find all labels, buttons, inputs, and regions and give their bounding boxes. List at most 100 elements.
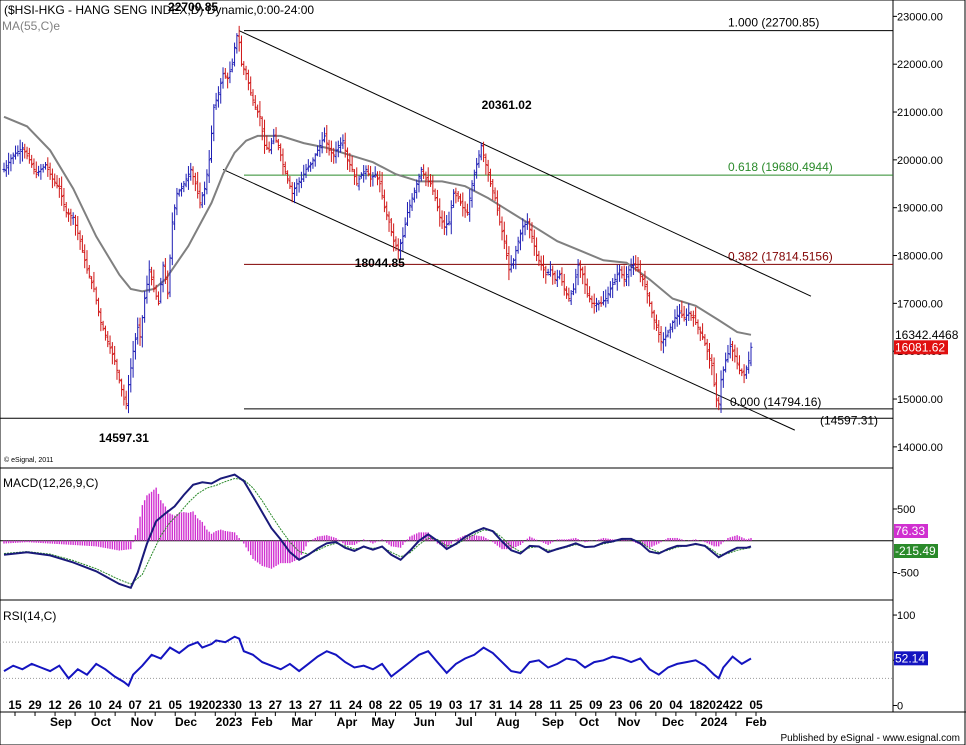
ohlc-bar (9, 154, 13, 172)
ohlc-bar (719, 370, 723, 413)
ohlc-bar (297, 177, 301, 193)
x-date-label: 05 (169, 698, 183, 712)
ohlc-bar (39, 164, 43, 180)
x-month-label: Dec (662, 715, 684, 729)
ohlc-bar (226, 72, 230, 89)
ohlc-bar (129, 358, 133, 393)
ohlc-bar (133, 333, 137, 360)
ohlc-bar (322, 127, 326, 143)
ohlc-bar (214, 92, 218, 110)
ohlc-bar (500, 216, 504, 241)
ohlc-bar (2, 162, 6, 173)
ohlc-bar (509, 255, 513, 273)
ohlc-bar (613, 273, 617, 285)
ohlc-bar (318, 139, 322, 157)
ohlc-bar (320, 132, 324, 154)
ohlc-bar (34, 161, 38, 179)
x-month-label: Nov (131, 715, 154, 729)
ohlc-bar (332, 147, 336, 164)
ohlc-bar (438, 198, 442, 227)
ohlc-bar (110, 342, 114, 365)
ohlc-bar (516, 236, 520, 254)
ohlc-bar (523, 221, 527, 236)
ohlc-bar (210, 125, 213, 163)
x-date-label: 15 (8, 698, 22, 712)
ohlc-bar (447, 211, 451, 226)
ohlc-bar (57, 177, 61, 198)
ohlc-bar (362, 165, 366, 183)
ohlc-bar (542, 255, 545, 279)
ohlc-bar (55, 175, 59, 189)
x-date-label: 18 (689, 698, 703, 712)
price-ytick-label: 18000.00 (897, 251, 943, 263)
price-close-badge-bg (894, 340, 948, 355)
ohlc-bar (196, 171, 200, 199)
x-date-label: 20 (649, 698, 663, 712)
ohlc-bar (276, 138, 280, 151)
ohlc-bar (182, 180, 186, 193)
ohlc-bar (350, 155, 354, 173)
ohlc-bar (475, 157, 479, 179)
ohlc-bar (258, 101, 262, 127)
price-ytick-label: 15000.00 (897, 394, 943, 406)
price-ytick-label: 22000.00 (897, 59, 943, 71)
ohlc-bar (493, 187, 497, 202)
ohlc-bar (352, 169, 356, 185)
x-date-label: 05 (749, 698, 763, 712)
ohlc-bar (216, 86, 220, 108)
x-month-label: Sep (542, 715, 564, 729)
publisher-credit: Published by eSignal - www.esignal.com (780, 733, 960, 744)
ohlc-bar (491, 178, 495, 200)
ohlc-bar (615, 264, 619, 291)
ohlc-bar (664, 326, 668, 347)
ohlc-bar (537, 250, 541, 267)
ohlc-bar (376, 171, 379, 186)
ohlc-bar (558, 270, 562, 280)
x-date-label: 08 (369, 698, 383, 712)
x-date-label: 27 (309, 698, 323, 712)
ohlc-bar (293, 182, 296, 204)
ohlc-bar (246, 69, 250, 91)
ohlc-bar (650, 301, 654, 318)
ohlc-bar (521, 218, 525, 242)
rsi-label: RSI(14,C) (3, 609, 56, 623)
ohlc-bar (180, 182, 184, 197)
ohlc-bar (422, 164, 426, 179)
macd-line (3, 473, 752, 590)
ohlc-bar (99, 308, 103, 332)
ohlc-bar (731, 340, 735, 362)
ohlc-bar (576, 259, 580, 286)
ohlc-bar (16, 145, 20, 157)
x-month-label: Dec (175, 715, 197, 729)
macd-value-badge-bg (894, 544, 938, 558)
ohlc-bar (601, 290, 605, 306)
ohlc-bar (357, 175, 361, 191)
ohlc-bar (219, 78, 223, 104)
ohlc-bar (189, 162, 193, 181)
x-month-label: Sep (50, 715, 72, 729)
ohlc-bar (127, 375, 130, 414)
ohlc-bar (553, 270, 557, 285)
ohlc-bar (472, 169, 476, 192)
ohlc-bar (528, 218, 532, 239)
ohlc-bar (551, 265, 555, 285)
ohlc-bar (203, 181, 207, 205)
ohlc-bar (724, 352, 728, 373)
fib-label: 0.000 (14794.16) (730, 395, 821, 409)
ohlc-bar (44, 161, 47, 170)
ohlc-bar (106, 331, 110, 348)
ohlc-bar (11, 152, 15, 165)
ohlc-bar (392, 223, 396, 252)
macd-hist-badge: 76.33 (895, 524, 925, 538)
ohlc-bar (726, 344, 730, 363)
macd-ytick-label: 500 (897, 504, 915, 516)
ohlc-bar (50, 168, 54, 189)
x-date-label: 22 (389, 698, 403, 712)
x-date-label: 24 (108, 698, 122, 712)
x-date-label: 26 (68, 698, 82, 712)
ohlc-bar (4, 160, 8, 177)
ohlc-bar (668, 323, 672, 339)
ohlc-bar (223, 68, 227, 79)
ohlc-bar (117, 369, 121, 384)
